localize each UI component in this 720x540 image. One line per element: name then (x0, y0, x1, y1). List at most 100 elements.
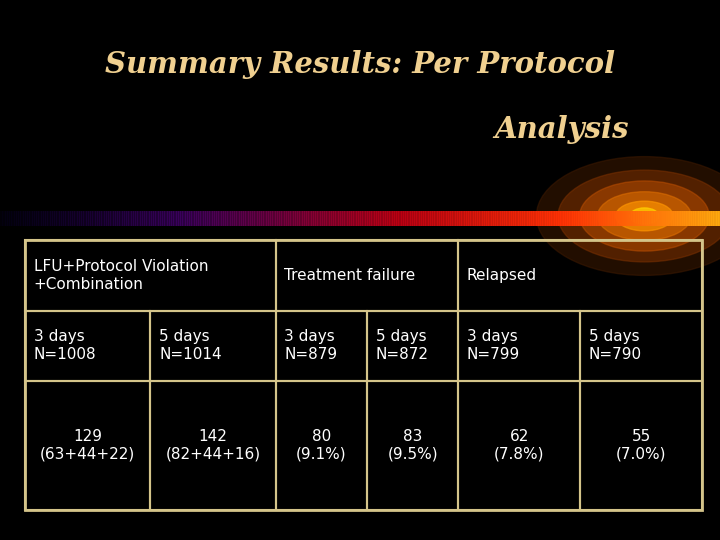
Bar (599, 211, 602, 226)
Text: 62
(7.8%): 62 (7.8%) (494, 429, 544, 462)
Bar (593, 211, 595, 226)
Bar (719, 211, 720, 226)
Bar (665, 211, 667, 226)
Bar (553, 211, 555, 226)
Bar (144, 211, 147, 226)
Bar (472, 211, 474, 226)
Bar (455, 211, 458, 226)
Bar (128, 211, 130, 226)
Bar (711, 211, 714, 226)
Bar (83, 211, 85, 226)
Bar (288, 211, 290, 226)
Bar (504, 211, 506, 226)
Bar (551, 211, 553, 226)
Bar (283, 211, 285, 226)
Bar (518, 211, 521, 226)
Bar (605, 211, 607, 226)
Bar (634, 211, 636, 226)
Bar (402, 211, 404, 226)
Bar (277, 211, 279, 226)
Bar (25, 240, 276, 310)
Bar (706, 211, 708, 226)
Bar (554, 211, 557, 226)
Bar (261, 211, 264, 226)
Bar (284, 211, 287, 226)
Bar (378, 211, 380, 226)
Bar (45, 211, 48, 226)
Bar (446, 211, 449, 226)
Bar (107, 211, 109, 226)
Bar (279, 211, 282, 226)
Bar (187, 211, 190, 226)
Bar (436, 211, 438, 226)
Bar (431, 211, 433, 226)
Bar (274, 211, 276, 226)
Bar (695, 211, 697, 226)
Bar (4, 211, 6, 226)
Bar (355, 211, 357, 226)
Bar (677, 211, 679, 226)
Bar (6, 211, 8, 226)
Bar (647, 211, 649, 226)
Bar (270, 211, 272, 226)
Bar (246, 211, 249, 226)
Bar (707, 211, 710, 226)
Bar (457, 211, 459, 226)
Bar (295, 211, 298, 226)
Bar (216, 211, 219, 226)
Bar (392, 211, 395, 226)
Bar (576, 211, 579, 226)
Bar (158, 211, 161, 226)
Text: 83
(9.5%): 83 (9.5%) (387, 429, 438, 462)
Bar (356, 211, 359, 226)
Bar (229, 211, 231, 226)
Bar (193, 211, 195, 226)
Ellipse shape (536, 157, 720, 275)
Bar (47, 211, 50, 226)
Bar (562, 211, 564, 226)
Bar (369, 211, 372, 226)
Bar (361, 211, 364, 226)
Bar (521, 211, 523, 226)
Bar (155, 211, 158, 226)
Bar (301, 211, 303, 226)
Bar (317, 211, 320, 226)
Bar (716, 211, 719, 226)
Bar (414, 211, 416, 226)
Bar (462, 211, 465, 226)
Bar (433, 211, 436, 226)
Bar (637, 211, 640, 226)
Bar (210, 211, 213, 226)
Text: LFU+Protocol Violation
+Combination: LFU+Protocol Violation +Combination (34, 259, 208, 292)
Bar (448, 211, 451, 226)
Bar (603, 211, 606, 226)
Bar (35, 211, 37, 226)
Bar (490, 211, 492, 226)
Bar (459, 240, 702, 310)
Bar (60, 211, 62, 226)
Bar (517, 211, 519, 226)
Bar (405, 211, 408, 226)
Bar (18, 211, 20, 226)
Bar (575, 211, 577, 226)
Bar (374, 211, 377, 226)
Bar (423, 211, 426, 226)
Bar (330, 211, 332, 226)
Bar (164, 211, 166, 226)
Bar (32, 211, 35, 226)
Bar (304, 211, 307, 226)
Bar (50, 211, 53, 226)
Text: 3 days
N=879: 3 days N=879 (284, 329, 338, 362)
Bar (546, 211, 548, 226)
Bar (569, 211, 572, 226)
Bar (203, 211, 206, 226)
Bar (25, 381, 150, 510)
Bar (533, 211, 535, 226)
Bar (477, 211, 480, 226)
Bar (683, 211, 685, 226)
Text: Analysis: Analysis (495, 115, 629, 144)
Bar (241, 211, 243, 226)
Bar (491, 211, 494, 226)
Bar (486, 211, 489, 226)
Bar (365, 211, 368, 226)
